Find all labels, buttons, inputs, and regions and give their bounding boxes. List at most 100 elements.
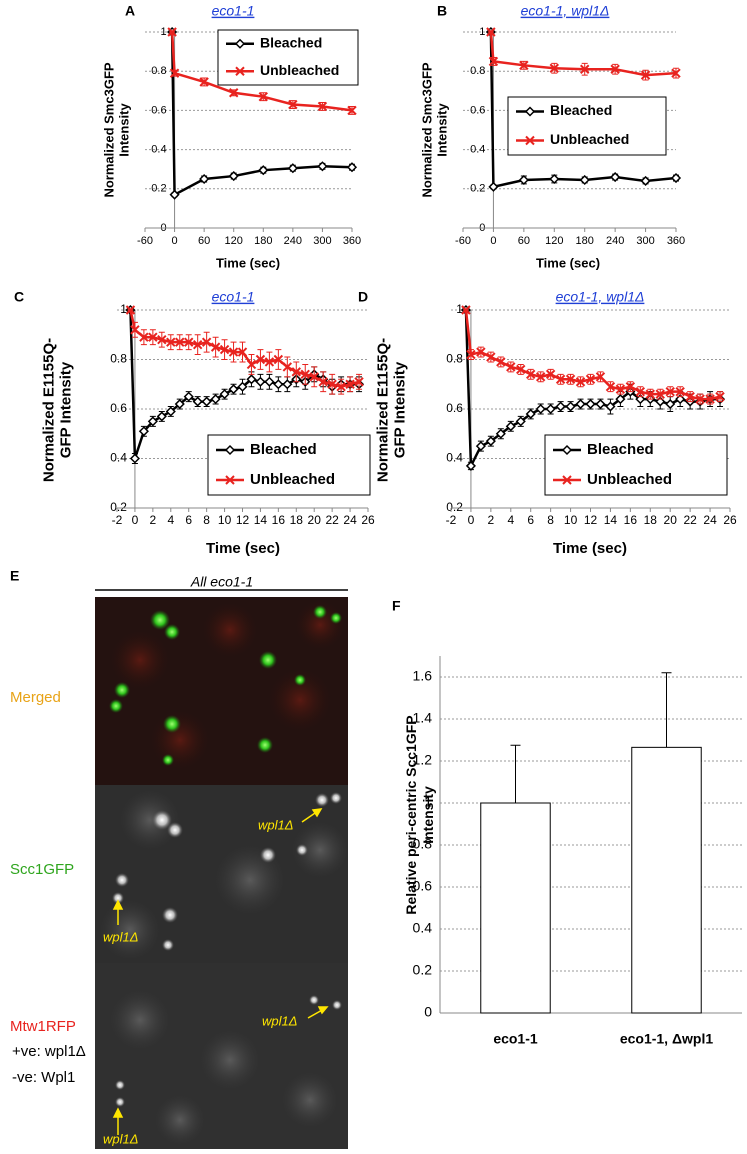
marker <box>595 398 606 410</box>
y-tick-label: 0.8 <box>470 65 485 77</box>
x-tick-label: 18 <box>290 513 304 527</box>
marker <box>488 56 499 67</box>
y-tick-label: 1.6 <box>413 668 433 684</box>
marker <box>201 396 212 407</box>
y-axis-label-line: GFP Intensity <box>57 361 74 458</box>
marker <box>165 406 176 417</box>
marker <box>525 408 536 420</box>
x-tick-label: 0 <box>468 513 475 527</box>
marker <box>147 416 158 427</box>
x-tick-label: 300 <box>313 235 331 247</box>
marker <box>715 391 725 402</box>
x-tick-label: 26 <box>361 513 375 527</box>
x-tick-label: 26 <box>723 513 737 527</box>
arrow-label: wpl1Δ <box>262 1013 297 1028</box>
marker <box>318 377 328 387</box>
marker <box>246 359 257 370</box>
y-tick-label: 0.2 <box>413 962 433 978</box>
y-axis-label: Normalized Smc3GFPIntensity <box>420 62 450 197</box>
marker <box>345 379 355 389</box>
marker <box>486 352 496 362</box>
x-tick-label: 0 <box>172 235 178 247</box>
x-tick-label: 24 <box>343 513 357 527</box>
marker <box>300 369 310 380</box>
marker <box>685 391 695 402</box>
marker <box>317 161 328 172</box>
marker <box>645 389 655 399</box>
marker <box>485 436 496 447</box>
x-tick-label: 4 <box>507 513 514 527</box>
x-tick-label: 22 <box>683 513 697 527</box>
microscopy <box>95 589 348 1149</box>
marker <box>156 411 167 422</box>
note: +ve: wpl1Δ <box>12 1043 86 1060</box>
x-tick-label: 360 <box>667 235 685 247</box>
chart-title: eco1-1 <box>212 289 255 305</box>
marker <box>705 394 715 404</box>
marker <box>129 453 140 464</box>
y-tick-label: 0.8 <box>110 352 127 366</box>
marker <box>519 60 529 71</box>
marker <box>219 344 230 355</box>
marker <box>610 171 621 183</box>
marker <box>282 379 293 390</box>
cells <box>100 600 348 1145</box>
error-bar <box>661 672 672 748</box>
marker <box>565 401 576 412</box>
marker <box>235 66 245 76</box>
marker <box>169 189 180 200</box>
marker <box>671 68 681 78</box>
x-tick-label: 12 <box>584 513 598 527</box>
marker <box>287 163 298 174</box>
legend-label: Unbleached <box>260 62 339 78</box>
marker <box>264 376 275 387</box>
chart-title: eco1-1, wpl1Δ <box>521 3 610 19</box>
error-bar <box>510 744 521 803</box>
y-tick-label: 1 <box>479 26 485 38</box>
marker <box>505 421 516 432</box>
x-tick-label: 4 <box>167 513 174 527</box>
marker <box>148 332 158 342</box>
line <box>129 309 360 389</box>
marker <box>255 354 266 365</box>
marker <box>665 398 676 410</box>
x-tick-label: 2 <box>150 513 157 527</box>
marker <box>475 441 486 452</box>
x-tick-label: 60 <box>518 235 530 247</box>
y-axis-label-line: Intensity <box>435 103 450 157</box>
marker <box>640 70 651 80</box>
y-tick-label: 0.8 <box>446 352 463 366</box>
marker <box>174 398 185 410</box>
y-tick-label: 1 <box>424 794 432 810</box>
x-tick-label: 8 <box>203 513 210 527</box>
legend-label: Bleached <box>260 34 322 50</box>
marker <box>175 337 185 347</box>
x-tick-label: 300 <box>636 235 654 247</box>
marker <box>169 68 180 78</box>
marker <box>224 444 236 456</box>
panel-letter: D <box>358 289 368 305</box>
panel-letter: B <box>437 3 447 19</box>
line <box>464 309 721 401</box>
marker <box>526 369 536 380</box>
legend-label: Bleached <box>250 441 317 458</box>
marker <box>167 27 177 37</box>
legend-label: Bleached <box>550 102 612 118</box>
marker <box>309 372 319 382</box>
marker <box>228 384 239 395</box>
y-axis-label-line: Normalized E1155Q- <box>40 338 57 482</box>
marker <box>516 364 526 375</box>
marker <box>535 372 546 382</box>
marker <box>219 389 230 400</box>
y-axis-label-line: Intensity <box>420 786 436 844</box>
y-tick-label: 0.4 <box>151 144 166 156</box>
legend <box>507 96 667 156</box>
x-tick-label: 18 <box>644 513 658 527</box>
x-tick-label: 120 <box>225 235 243 247</box>
x-tick-label: 16 <box>624 513 638 527</box>
y-tick-label: 0.2 <box>446 500 463 514</box>
y-axis-label: Normalized E1155Q-GFP Intensity <box>374 338 408 482</box>
y-axis-label-line: Intensity <box>117 103 132 157</box>
row-label: Merged <box>10 689 61 706</box>
marker <box>495 428 506 439</box>
